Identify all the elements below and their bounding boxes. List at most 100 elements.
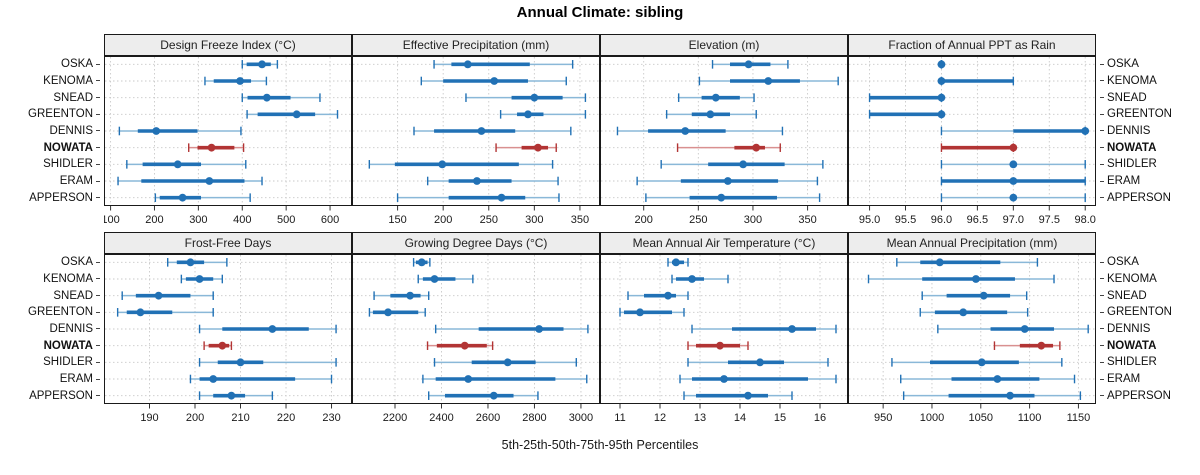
median-dot — [473, 177, 481, 185]
panel-plot-elevation: 200 250 300 350 — [600, 56, 848, 226]
station-label-eram: ERAM — [2, 371, 100, 388]
median-dot — [534, 143, 542, 152]
series-nowata — [687, 341, 749, 350]
y-tick — [96, 361, 100, 363]
y-tick — [1100, 63, 1104, 65]
panel-strip-title: Mean Annual Air Temperature (°C) — [600, 232, 848, 254]
x-tick-label: 98.0 — [1075, 214, 1096, 226]
median-dot — [1009, 160, 1018, 169]
median-dot — [535, 325, 544, 333]
series-greenton — [499, 110, 587, 119]
median-dot — [979, 291, 988, 300]
median-dot — [489, 391, 498, 400]
x-tick-label: 190 — [140, 412, 158, 424]
series-shidler — [891, 358, 1063, 367]
y-tick — [1100, 295, 1104, 297]
median-dot — [788, 325, 796, 333]
series-nowata — [676, 143, 781, 152]
median-dot — [262, 93, 271, 102]
x-tick-label: 95.0 — [859, 214, 880, 226]
panel-mean-annual-air-temperature: Mean Annual Air Temperature (°C) 11 12 13 1… — [600, 232, 848, 430]
station-label-shidler: SHIDLER — [2, 156, 100, 173]
median-dot — [524, 110, 532, 119]
station-label-apperson: APPERSON — [2, 387, 100, 404]
x-tick-label: 300 — [744, 214, 762, 226]
panel-frost-free-days: Frost-Free Days 190 200 210 220 230 — [104, 232, 352, 430]
series-oska — [433, 60, 574, 69]
y-tick — [96, 180, 100, 182]
panel-growing-degree-days: Growing Degree Days (°C) 2200 2400 2600 280… — [352, 232, 600, 430]
series-kenoma — [204, 76, 268, 86]
y-tick — [1100, 261, 1104, 263]
y-tick — [1100, 361, 1104, 363]
median-dot — [477, 127, 486, 135]
x-tick-label: 2600 — [476, 412, 500, 424]
median-dot — [218, 341, 227, 350]
median-dot — [1037, 341, 1046, 350]
y-tick — [96, 278, 100, 280]
median-dot — [384, 308, 392, 317]
series-greenton — [868, 110, 946, 119]
median-dot — [672, 258, 680, 267]
median-dot — [152, 127, 161, 135]
series-nowata — [993, 341, 1061, 350]
x-tick-label: 950 — [874, 412, 892, 424]
panel-border — [848, 56, 1096, 206]
station-label-apperson: APPERSON — [2, 189, 100, 206]
panel-plot-growing-degree-days: 2200 2400 2600 2800 3000 — [352, 254, 600, 424]
series-dennis — [937, 324, 1089, 334]
station-label-oska: OSKA — [1100, 254, 1198, 271]
x-tick-label: 95.5 — [895, 214, 916, 226]
series-snead — [121, 291, 214, 300]
median-dot — [186, 258, 195, 267]
panel-border — [104, 254, 352, 404]
median-dot — [664, 291, 672, 300]
series-nowata — [188, 143, 245, 152]
median-dot — [937, 93, 946, 102]
panel-border — [104, 56, 352, 206]
y-tick — [1100, 113, 1104, 115]
median-dot — [503, 358, 512, 367]
station-label-shidler: SHIDLER — [2, 354, 100, 371]
series-eram — [189, 374, 333, 384]
y-tick — [1100, 180, 1104, 182]
y-tick — [96, 395, 100, 397]
median-dot — [972, 275, 980, 283]
x-tick-label: 350 — [571, 214, 589, 226]
y-tick — [1100, 80, 1104, 82]
median-dot — [209, 375, 218, 383]
median-dot — [154, 291, 163, 300]
station-label-kenoma: KENOMA — [2, 271, 100, 288]
median-dot — [464, 375, 473, 383]
series-dennis — [118, 126, 242, 136]
station-label-greenton: GREENTON — [2, 106, 100, 123]
y-tick — [96, 197, 100, 199]
series-dennis — [198, 324, 337, 334]
x-tick-label: 200 — [186, 412, 204, 424]
x-tick-label: 14 — [734, 412, 746, 424]
series-dennis — [940, 126, 1090, 136]
panel-plot-mean-annual-air-temperature: 11 12 13 14 15 16 — [600, 254, 848, 424]
series-apperson — [428, 391, 539, 400]
station-label-dennis: DENNIS — [2, 123, 100, 140]
median-dot — [752, 143, 761, 152]
median-dot — [530, 93, 539, 102]
x-tick-label: 96.5 — [967, 214, 988, 226]
y-tick — [96, 147, 100, 149]
series-oska — [896, 258, 1039, 267]
series-apperson — [940, 193, 1086, 202]
median-dot — [227, 391, 236, 400]
median-dot — [258, 60, 266, 69]
ylabels-bottom-left: OSKA KENOMA SNEAD GREENTON DENNIS NOWATA SHIDL… — [2, 254, 100, 404]
series-greenton — [919, 308, 1029, 317]
series-oska — [241, 60, 279, 69]
panel-strip-title: Frost-Free Days — [104, 232, 352, 254]
median-dot — [711, 93, 720, 102]
median-dot — [438, 160, 447, 169]
station-label-shidler: SHIDLER — [1100, 156, 1198, 173]
median-dot — [1009, 143, 1018, 152]
y-tick — [1100, 311, 1104, 313]
median-dot — [460, 341, 469, 350]
panel-plot-design-freeze-index: 100 200 300 400 500 600 — [104, 56, 352, 226]
